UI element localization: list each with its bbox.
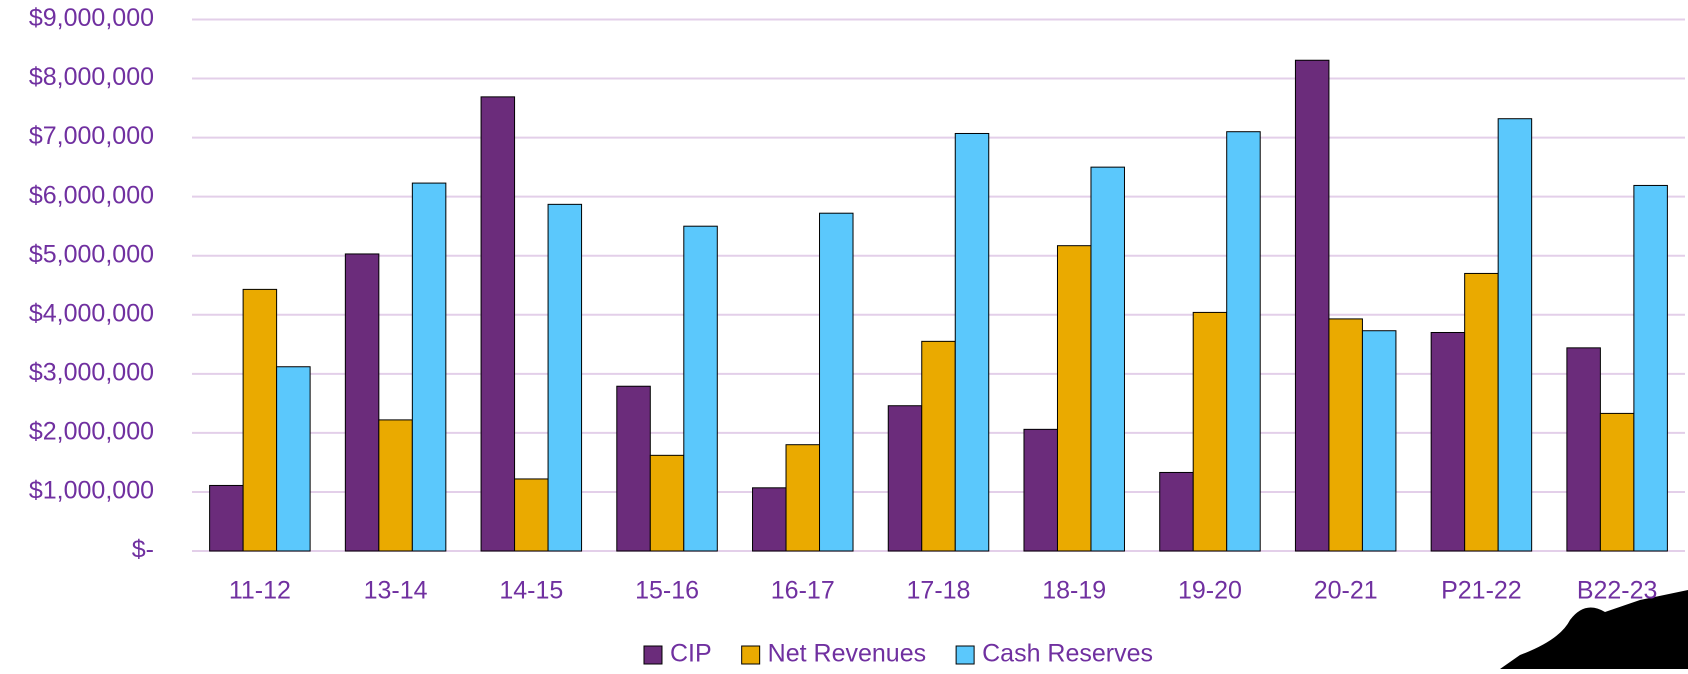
bar <box>785 444 821 552</box>
bar <box>819 212 854 552</box>
decoration <box>1500 590 1688 669</box>
bar <box>1226 131 1261 552</box>
bar <box>649 454 685 552</box>
y-tick-label: $6,000,000 <box>29 181 154 209</box>
x-tick-label: 13-14 <box>364 577 428 605</box>
y-tick-label: $4,000,000 <box>29 299 154 327</box>
bar <box>752 487 787 552</box>
y-tick-label: $2,000,000 <box>29 417 154 445</box>
bar <box>480 96 516 552</box>
legend-swatch <box>643 645 663 665</box>
bar <box>616 385 651 552</box>
legend-swatch <box>955 645 975 665</box>
bar <box>1464 272 1499 552</box>
x-tick-label: B22-23 <box>1577 577 1658 605</box>
bar <box>1633 184 1668 552</box>
bar <box>1056 245 1092 552</box>
y-tick-label: $5,000,000 <box>29 240 154 268</box>
y-tick-label: $1,000,000 <box>29 477 154 505</box>
x-tick-label: 11-12 <box>229 577 291 605</box>
bar <box>411 182 447 552</box>
bar <box>1159 471 1194 552</box>
bar <box>887 405 923 552</box>
bar <box>1294 59 1330 552</box>
x-tick-label: P21-22 <box>1441 577 1522 605</box>
legend-label: Net Revenues <box>768 640 926 668</box>
x-tick-label: 17-18 <box>907 577 971 605</box>
bar <box>683 225 718 552</box>
bar <box>1192 311 1228 552</box>
x-tick-label: 16-17 <box>771 577 835 605</box>
bar <box>378 419 413 552</box>
legend-label: CIP <box>670 640 712 668</box>
bar <box>1599 412 1635 552</box>
x-tick-label: 14-15 <box>499 577 563 605</box>
bar <box>209 484 244 552</box>
x-tick-label: 18-19 <box>1042 577 1106 605</box>
bar <box>514 478 549 552</box>
y-tick-label: $9,000,000 <box>29 4 154 32</box>
legend-swatch <box>741 645 761 665</box>
bar <box>242 288 278 552</box>
legend-label: Cash Reserves <box>982 640 1153 668</box>
bar <box>1566 347 1601 552</box>
y-tick-label: $7,000,000 <box>29 122 154 150</box>
bar <box>1090 166 1125 552</box>
bar <box>344 253 380 552</box>
bar <box>1430 331 1466 552</box>
bar <box>1023 428 1058 552</box>
bar <box>1361 330 1397 552</box>
bar <box>1497 118 1533 552</box>
y-tick-label: $- <box>132 536 154 564</box>
bar <box>276 366 311 552</box>
x-tick-label: 19-20 <box>1178 577 1242 605</box>
y-tick-label: $3,000,000 <box>29 358 154 386</box>
bar <box>1328 318 1363 552</box>
x-tick-label: 20-21 <box>1314 577 1378 605</box>
bar <box>547 203 583 552</box>
bar <box>954 132 990 552</box>
x-tick-label: 15-16 <box>635 577 699 605</box>
bar <box>921 340 956 552</box>
y-tick-label: $8,000,000 <box>29 63 154 91</box>
